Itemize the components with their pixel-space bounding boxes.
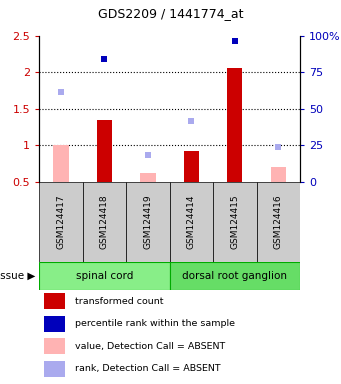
Bar	[140, 173, 155, 182]
Bar	[257, 182, 300, 262]
Text: GSM124418: GSM124418	[100, 195, 109, 249]
Bar	[169, 262, 300, 290]
Point	[189, 118, 194, 124]
Bar	[227, 68, 242, 182]
Text: dorsal root ganglion: dorsal root ganglion	[182, 271, 287, 281]
Bar	[97, 120, 112, 182]
Bar	[184, 151, 199, 182]
Text: GSM124419: GSM124419	[144, 195, 152, 249]
Text: transformed count: transformed count	[75, 297, 164, 306]
Text: GSM124416: GSM124416	[274, 195, 283, 249]
Text: percentile rank within the sample: percentile rank within the sample	[75, 319, 235, 328]
Text: GSM124417: GSM124417	[57, 195, 65, 249]
Bar	[39, 262, 170, 290]
Text: spinal cord: spinal cord	[76, 271, 133, 281]
Bar	[44, 316, 65, 332]
Bar	[126, 182, 170, 262]
Bar	[44, 338, 65, 354]
Text: GDS2209 / 1441774_at: GDS2209 / 1441774_at	[98, 7, 243, 20]
Bar	[271, 167, 286, 182]
Point	[232, 38, 238, 44]
Point	[58, 89, 64, 95]
Text: GSM124414: GSM124414	[187, 195, 196, 249]
Point	[102, 56, 107, 62]
Text: GSM124415: GSM124415	[231, 195, 239, 249]
Text: rank, Detection Call = ABSENT: rank, Detection Call = ABSENT	[75, 364, 221, 373]
Bar	[213, 182, 257, 262]
Bar	[53, 145, 69, 182]
Point	[276, 144, 281, 151]
Bar	[44, 293, 65, 310]
Bar	[83, 182, 126, 262]
Bar	[39, 182, 83, 262]
Text: tissue ▶: tissue ▶	[0, 271, 36, 281]
Point	[145, 152, 151, 159]
Text: value, Detection Call = ABSENT: value, Detection Call = ABSENT	[75, 342, 225, 351]
Bar	[169, 182, 213, 262]
Bar	[44, 361, 65, 377]
